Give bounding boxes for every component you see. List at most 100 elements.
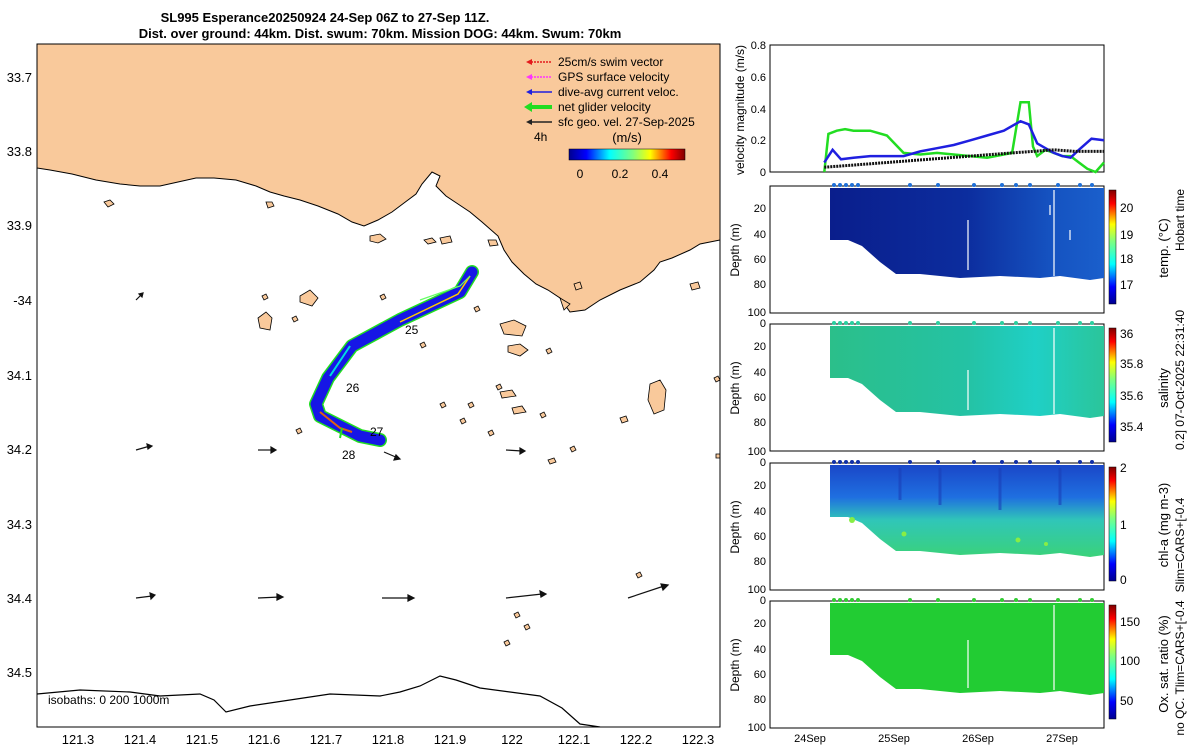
velocity-ytick: 0.4 — [751, 104, 766, 116]
map-ytick: 33.9 — [7, 218, 32, 233]
depth-tick: 20 — [754, 618, 766, 630]
map-panel: 25 26 27 28 33.7 33.8 33.9 — [7, 43, 721, 747]
salinity-panel — [769, 323, 1117, 452]
depth-tick: 100 — [748, 722, 766, 734]
coastline-land — [37, 44, 720, 313]
colorbar-ticks: 20 19 18 17 36 35.8 35.6 35.4 2 1 0 150 … — [1120, 201, 1144, 708]
oxygen-colorbar — [1108, 604, 1117, 720]
chlorophyll-colorbar — [1108, 466, 1117, 582]
cb-tick: 0 — [1120, 573, 1127, 587]
chlorophyll-panel — [769, 462, 1117, 591]
depth-ylabel: Depth (m) — [728, 223, 742, 276]
velocity-series-sfc-geo-vel- — [824, 148, 1104, 169]
oxygen-panel — [769, 600, 1117, 729]
depth-ylabel: Depth (m) — [728, 500, 742, 553]
time-tick: 25Sep — [878, 733, 910, 745]
depth-ylabels: Depth (m) Depth (m) Depth (m) Depth (m) — [728, 223, 742, 691]
glider-track — [309, 265, 479, 447]
depth-tick: 20 — [754, 203, 766, 215]
map-ytick: 34.3 — [7, 517, 32, 532]
depth-tick: 60 — [754, 254, 766, 266]
chlorophyll-hotspots — [849, 517, 1048, 546]
depth-tick: 20 — [754, 341, 766, 353]
velocity-ytick: 0.2 — [751, 135, 766, 147]
map-ytick: -34 — [13, 293, 32, 308]
map-xtick: 121.5 — [186, 732, 219, 747]
depth-tick: 0 — [760, 457, 766, 469]
depth-ylabel: Depth (m) — [728, 361, 742, 414]
annotation-slim: Slim=CARS+[-0.4 — [1173, 497, 1187, 592]
oxygen-streaks — [967, 605, 1055, 690]
depth-tick: 100 — [748, 584, 766, 596]
chlorophyll-streaks — [898, 468, 1062, 510]
depth-tick: 60 — [754, 669, 766, 681]
map-xtick: 122.3 — [682, 732, 715, 747]
map-xtick: 121.9 — [434, 732, 467, 747]
velocity-ytick: 0.6 — [751, 72, 766, 84]
temperature-section — [830, 188, 1104, 280]
speed-colorbar — [568, 148, 686, 161]
depth-tick: 40 — [754, 644, 766, 656]
map-frame — [36, 43, 721, 728]
depth-tick: 80 — [754, 556, 766, 568]
depth-tick: 60 — [754, 392, 766, 404]
map-xtick: 121.7 — [310, 732, 343, 747]
islands — [103, 199, 720, 647]
depth-yticks: 20 40 60 80 100 0 20 40 60 80 100 0 20 4… — [748, 203, 766, 734]
velocity-ytick: 0 — [760, 167, 766, 179]
temperature-colorbar — [1108, 189, 1117, 305]
legend-net-glider-velocity: net glider velocity — [524, 100, 651, 114]
depth-tick: 40 — [754, 367, 766, 379]
annotation-hobart-time: Hobart time — [1173, 189, 1187, 251]
map-xtick: 121.8 — [372, 732, 405, 747]
time-axis: 24Sep 25Sep 26Sep 27Sep — [794, 733, 1078, 745]
map-ytick: 34.5 — [7, 665, 32, 680]
figure-title-line2: Dist. over ground: 44km. Dist. swum: 70k… — [139, 26, 622, 41]
temperature-streaks — [967, 190, 1071, 276]
track-day-label-25: 25 — [405, 323, 419, 337]
annotation-timestamp: 0.2] 07-Oct-2025 22:31:40 — [1173, 310, 1187, 450]
map-xtick: 122.2 — [620, 732, 653, 747]
colorbar-tick: 0 — [577, 167, 584, 181]
velocity-series-dive-avg-current-veloc- — [823, 119, 1105, 164]
velocity-ytick: 0.8 — [751, 40, 766, 52]
cb-tick: 36 — [1120, 327, 1134, 341]
depth-tick: 80 — [754, 279, 766, 291]
map-ytick: 34.2 — [7, 442, 32, 457]
colorbar-labels: temp. (°C) salinity chl-a (mg m-3) Ox. s… — [1156, 218, 1171, 712]
map-legend: 25cm/s swim vector GPS surface velocity … — [524, 55, 695, 181]
map-ytick: 33.8 — [7, 144, 32, 159]
depth-tick: 40 — [754, 506, 766, 518]
cb-tick: 20 — [1120, 201, 1134, 215]
cb-label-temp: temp. (°C) — [1156, 218, 1171, 277]
legend-swim-vector: 25cm/s swim vector — [526, 55, 663, 69]
annotation-tlim: no QC. Tlim=CARS+[-0.4 — [1173, 600, 1187, 735]
depth-ylabel: Depth (m) — [728, 638, 742, 691]
cb-tick: 150 — [1120, 615, 1140, 629]
cb-tick: 1 — [1120, 518, 1127, 532]
legend-dive-avg-current: dive-avg current veloc. — [526, 85, 679, 99]
map-x-axis: 121.3 121.4 121.5 121.6 121.7 121.8 121.… — [62, 732, 715, 747]
map-ytick: 34.1 — [7, 368, 32, 383]
legend-label: dive-avg current veloc. — [558, 85, 679, 99]
colorbar-tick: 0.4 — [652, 167, 669, 181]
isobath-label: isobaths: 0 200 1000m — [48, 693, 169, 707]
cb-tick: 50 — [1120, 694, 1134, 708]
velocity-yticks: 0 0.2 0.4 0.6 0.8 — [751, 40, 766, 179]
temperature-panel — [769, 185, 1117, 314]
map-xtick: 121.3 — [62, 732, 95, 747]
cb-tick: 100 — [1120, 654, 1140, 668]
isobath-200m — [37, 675, 601, 727]
track-day-label-26: 26 — [346, 381, 360, 395]
right-annotations: Hobart time 0.2] 07-Oct-2025 22:31:40 Sl… — [1173, 189, 1187, 736]
colorbar-tick: 0.2 — [612, 167, 629, 181]
surface-dots — [832, 183, 1094, 602]
legend-label: 25cm/s swim vector — [558, 55, 663, 69]
map-xtick: 121.6 — [248, 732, 281, 747]
velocity-series — [823, 100, 1105, 174]
colorbar-units: (m/s) — [612, 130, 642, 145]
track-day-label-27: 27 — [370, 425, 384, 439]
velocity-ylabel: velocity magnitude (m/s) — [733, 45, 747, 175]
cb-tick: 19 — [1120, 228, 1134, 242]
